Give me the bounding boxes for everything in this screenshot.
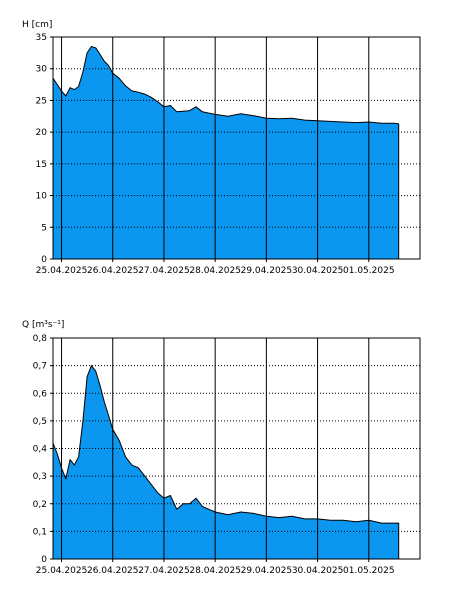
- y-tick-label: 0,6: [33, 389, 48, 399]
- x-tick-label: 29.04.2025: [241, 566, 293, 576]
- y-tick-label: 0,2: [33, 500, 47, 510]
- x-tick-label: 28.04.2025: [189, 566, 241, 576]
- y-tick-label: 0,8: [33, 334, 48, 344]
- x-tick-label: 25.04.2025: [36, 266, 88, 276]
- y-tick-label: 0,4: [33, 445, 48, 455]
- plot-frame: [52, 337, 421, 560]
- y-tick-label: 0: [41, 555, 47, 565]
- water-level-chart: H [cm] 0 5 10 15 20 25 30 35 25.04.2025 26.04.202…: [22, 20, 421, 276]
- y-tick-label: 25: [36, 96, 47, 106]
- x-tick-label: 30.04.2025: [292, 566, 344, 576]
- y-axis-label: H [cm]: [22, 20, 52, 30]
- x-tick-label: 01.05.2025: [343, 566, 395, 576]
- x-tick-label: 26.04.2025: [87, 566, 139, 576]
- y-tick-label: 35: [36, 33, 47, 43]
- y-tick-label: 15: [36, 160, 47, 170]
- y-tick-label: 20: [36, 128, 48, 138]
- x-tick-label: 27.04.2025: [138, 566, 190, 576]
- series-area: [52, 365, 400, 560]
- x-tick-label: 01.05.2025: [343, 266, 395, 276]
- y-tick-label: 0,5: [33, 417, 47, 427]
- plot-frame: [52, 36, 421, 260]
- discharge-chart: Q [m³s⁻¹] 0 0,1 0,2 0,3 0,4 0,5 0,6 0,7 0,8 25.04…: [22, 320, 421, 576]
- x-tick-label: 28.04.2025: [189, 266, 241, 276]
- x-tick-label: 25.04.2025: [36, 566, 88, 576]
- y-axis-label: Q [m³s⁻¹]: [22, 320, 64, 330]
- x-tick-label: 30.04.2025: [292, 266, 344, 276]
- x-tick-label: 26.04.2025: [87, 266, 139, 276]
- y-tick-label: 0,3: [33, 472, 47, 482]
- series-area: [52, 46, 400, 260]
- y-tick-label: 0: [41, 255, 47, 265]
- y-tick-label: 0,7: [33, 362, 47, 372]
- y-tick-label: 5: [41, 223, 47, 233]
- y-tick-label: 30: [36, 65, 48, 75]
- x-tick-label: 27.04.2025: [138, 266, 190, 276]
- x-tick-label: 29.04.2025: [241, 266, 293, 276]
- y-tick-label: 10: [36, 192, 48, 202]
- y-tick-label: 0,1: [33, 527, 47, 537]
